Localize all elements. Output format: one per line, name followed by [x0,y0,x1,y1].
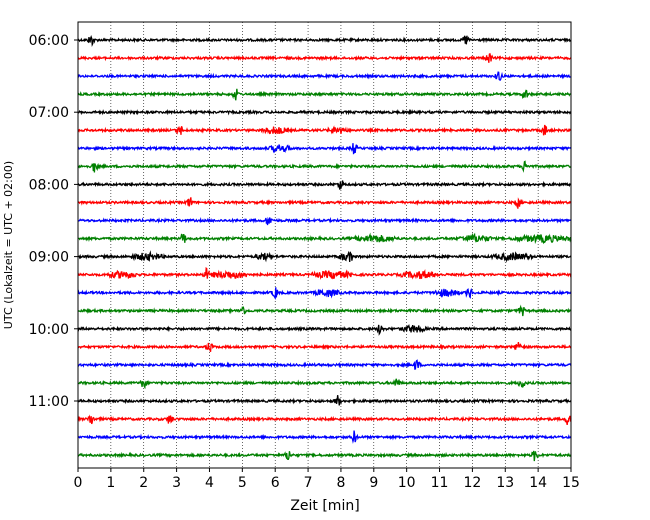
seismic-trace [77,304,572,317]
x-tick-label: 0 [74,475,83,491]
x-tick-label: 13 [496,475,514,491]
seismic-trace [77,359,572,370]
seismic-trace [77,143,572,155]
x-tick-label: 2 [139,475,148,491]
seismic-trace [77,430,572,444]
x-tick-label: 12 [463,475,481,491]
seismic-trace [77,35,572,47]
y-tick-label: 06:00 [29,33,69,49]
seismic-trace [77,180,572,190]
trace-group [77,35,572,462]
seismic-trace [77,250,572,263]
seismic-trace [77,342,572,352]
y-tick-label: 09:00 [29,250,69,266]
x-tick-label: 1 [106,475,115,491]
x-tick-label: 11 [431,475,449,491]
seismic-trace [77,71,572,81]
x-tick-label: 6 [271,475,280,491]
seismic-trace [77,414,572,426]
seismic-trace [77,108,572,116]
seismic-trace [77,124,572,136]
grid-lines [110,22,539,468]
x-tick-label: 8 [336,475,345,491]
x-tick-label: 4 [205,475,214,491]
seismic-trace [77,160,572,173]
y-tick-label: 07:00 [29,105,69,121]
plot-frame [77,21,572,469]
seismic-trace [77,287,572,300]
seismic-trace [77,216,572,226]
y-tick-label: 10:00 [29,322,69,338]
seismic-trace [77,267,572,281]
x-axis-ticks: 0 1 2 3 4 5 6 7 8 9 10 11 12 13 14 15 [74,468,580,491]
x-tick-label: 5 [238,475,247,491]
seismic-trace [77,52,572,63]
x-tick-label: 14 [529,475,547,491]
x-tick-label: 15 [562,475,580,491]
y-tick-label: 11:00 [29,394,69,410]
x-tick-label: 3 [172,475,181,491]
x-axis-label: Zeit [min] [290,498,359,514]
seismic-trace [77,197,572,209]
y-tick-label: 08:00 [29,177,69,193]
x-tick-label: 10 [398,475,416,491]
seismic-trace [77,395,572,406]
x-tick-label: 7 [304,475,313,491]
seismic-trace [77,323,572,336]
seismic-trace [77,378,572,390]
x-tick-label: 9 [369,475,378,491]
seismic-trace [77,450,572,462]
y-axis-label: UTC (Lokalzeit = UTC + 02:00) [2,161,15,329]
seismic-trace [77,88,572,101]
seismic-trace [77,232,572,245]
y-axis-ticks: 06:00 07:00 08:00 09:00 10:00 11:00 [29,33,78,410]
